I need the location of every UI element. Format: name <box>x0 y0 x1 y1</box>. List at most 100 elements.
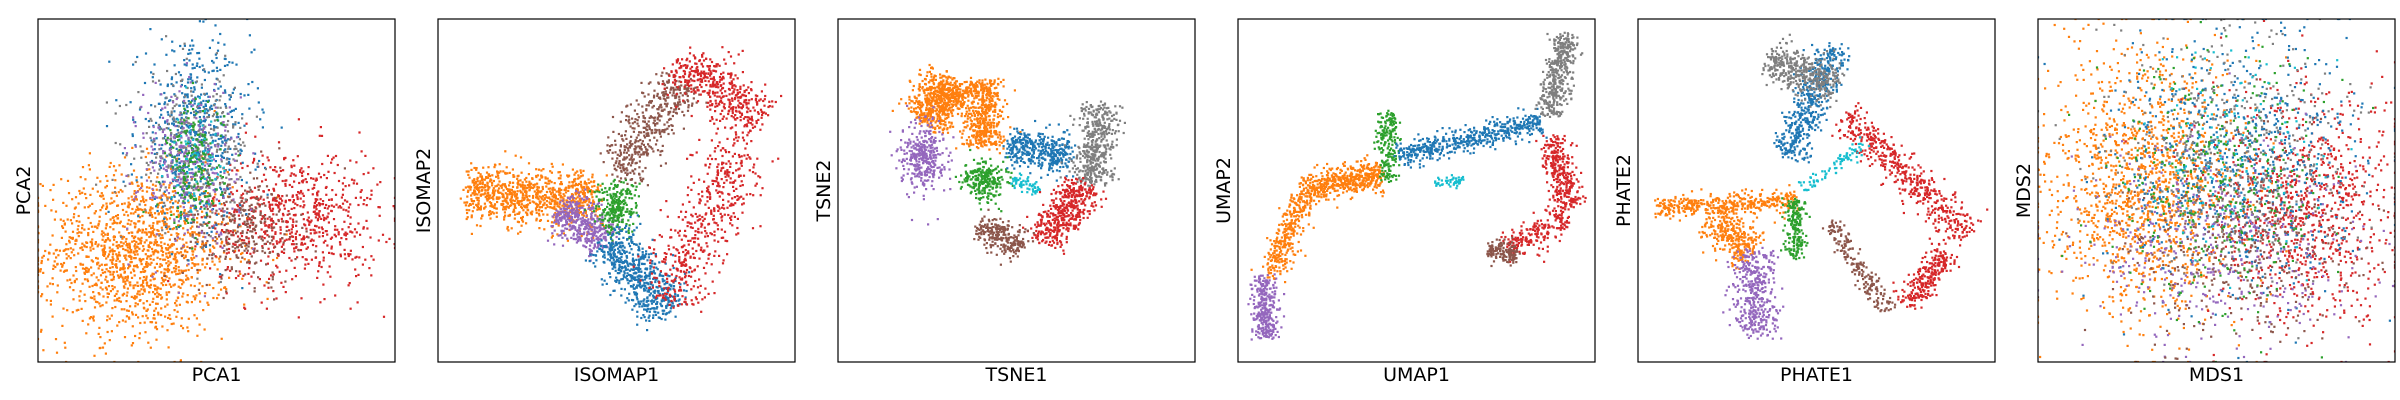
scatter-point <box>286 221 289 224</box>
scatter-point <box>152 253 155 256</box>
scatter-point <box>153 309 156 312</box>
scatter-point <box>168 238 171 241</box>
scatter-point <box>554 194 557 197</box>
scatter-point <box>150 211 153 214</box>
scatter-point <box>104 271 107 274</box>
scatter-point <box>207 203 210 206</box>
scatter-point <box>199 180 202 183</box>
scatter-point <box>213 89 216 92</box>
scatter-point <box>101 268 104 271</box>
scatter-point <box>193 194 196 198</box>
scatter-point <box>247 260 250 263</box>
scatter-point <box>167 164 170 167</box>
scatter-point <box>234 232 238 235</box>
scatter-point <box>102 295 105 298</box>
scatter-point <box>238 138 241 141</box>
scatter-point <box>87 323 90 326</box>
scatter-point <box>155 196 159 199</box>
scatter-point <box>176 166 179 169</box>
scatter-point <box>135 250 138 253</box>
scatter-point <box>155 156 158 159</box>
scatter-point <box>175 103 178 106</box>
scatter-point <box>83 267 87 271</box>
scatter-point <box>78 231 81 234</box>
scatter-point <box>317 212 320 215</box>
scatter-point <box>139 321 142 325</box>
scatter-point <box>113 200 116 203</box>
scatter-point <box>204 118 207 122</box>
scatter-point <box>121 202 124 206</box>
scatter-point <box>176 236 179 239</box>
scatter-point <box>195 188 198 191</box>
scatter-point <box>256 249 259 252</box>
scatter-point <box>481 186 484 189</box>
scatter-point <box>554 208 557 211</box>
scatter-point <box>276 256 279 260</box>
scatter-point <box>221 191 224 194</box>
scatter-point <box>167 260 170 263</box>
scatter-point <box>553 203 556 206</box>
scatter-point <box>211 239 215 242</box>
scatter-point <box>76 228 79 231</box>
scatter-point <box>159 160 162 163</box>
scatter-point <box>208 186 211 189</box>
scatter-point <box>295 243 298 246</box>
scatter-point <box>119 273 122 276</box>
scatter-point <box>132 118 135 121</box>
scatter-point <box>201 133 204 136</box>
scatter-point <box>313 232 316 235</box>
scatter-point <box>508 190 511 193</box>
scatter-point <box>194 186 197 190</box>
scatter-point <box>165 53 168 56</box>
scatter-point <box>316 276 319 279</box>
scatter-point <box>246 217 249 220</box>
scatter-point <box>196 149 199 152</box>
scatter-point <box>209 154 212 157</box>
scatter-point <box>318 204 321 207</box>
scatter-point <box>126 249 129 252</box>
scatter-point <box>194 160 197 163</box>
scatter-point <box>333 233 336 236</box>
scatter-point <box>581 223 585 226</box>
scatter-point <box>538 178 541 181</box>
scatter-point <box>261 245 264 248</box>
scatter-point <box>177 224 180 227</box>
scatter-point <box>492 198 495 201</box>
scatter-point <box>173 50 176 53</box>
scatter-point <box>190 257 193 260</box>
scatter-point <box>85 255 88 258</box>
scatter-point <box>188 172 192 175</box>
scatter-point <box>583 192 586 195</box>
scatter-point <box>189 131 192 134</box>
scatter-point <box>164 315 167 318</box>
scatter-point <box>112 236 115 239</box>
scatter-point <box>190 301 193 304</box>
scatter-point <box>570 221 573 224</box>
scatter-point <box>181 283 184 286</box>
scatter-point <box>124 280 127 283</box>
scatter-point <box>561 236 564 239</box>
scatter-point <box>537 209 541 212</box>
scatter-point <box>308 221 311 224</box>
scatter-point <box>249 188 252 191</box>
scatter-point <box>313 229 316 232</box>
scatter-point <box>360 150 363 153</box>
scatter-point <box>182 200 185 203</box>
scatter-point <box>221 246 224 249</box>
scatter-point <box>478 182 481 185</box>
cluster-blue <box>105 19 283 290</box>
scatter-point <box>273 198 277 201</box>
scatter-point <box>176 180 179 183</box>
scatter-point <box>181 295 184 298</box>
scatter-point <box>111 273 114 276</box>
scatter-point <box>145 275 148 278</box>
scatter-point <box>285 229 288 233</box>
scatter-point <box>321 214 325 217</box>
scatter-point <box>144 203 147 207</box>
scatter-point <box>118 104 121 108</box>
scatter-point <box>241 242 244 245</box>
scatter-point <box>176 154 179 157</box>
scatter-point <box>159 166 162 170</box>
scatter-point <box>275 200 278 203</box>
scatter-point <box>337 233 340 236</box>
